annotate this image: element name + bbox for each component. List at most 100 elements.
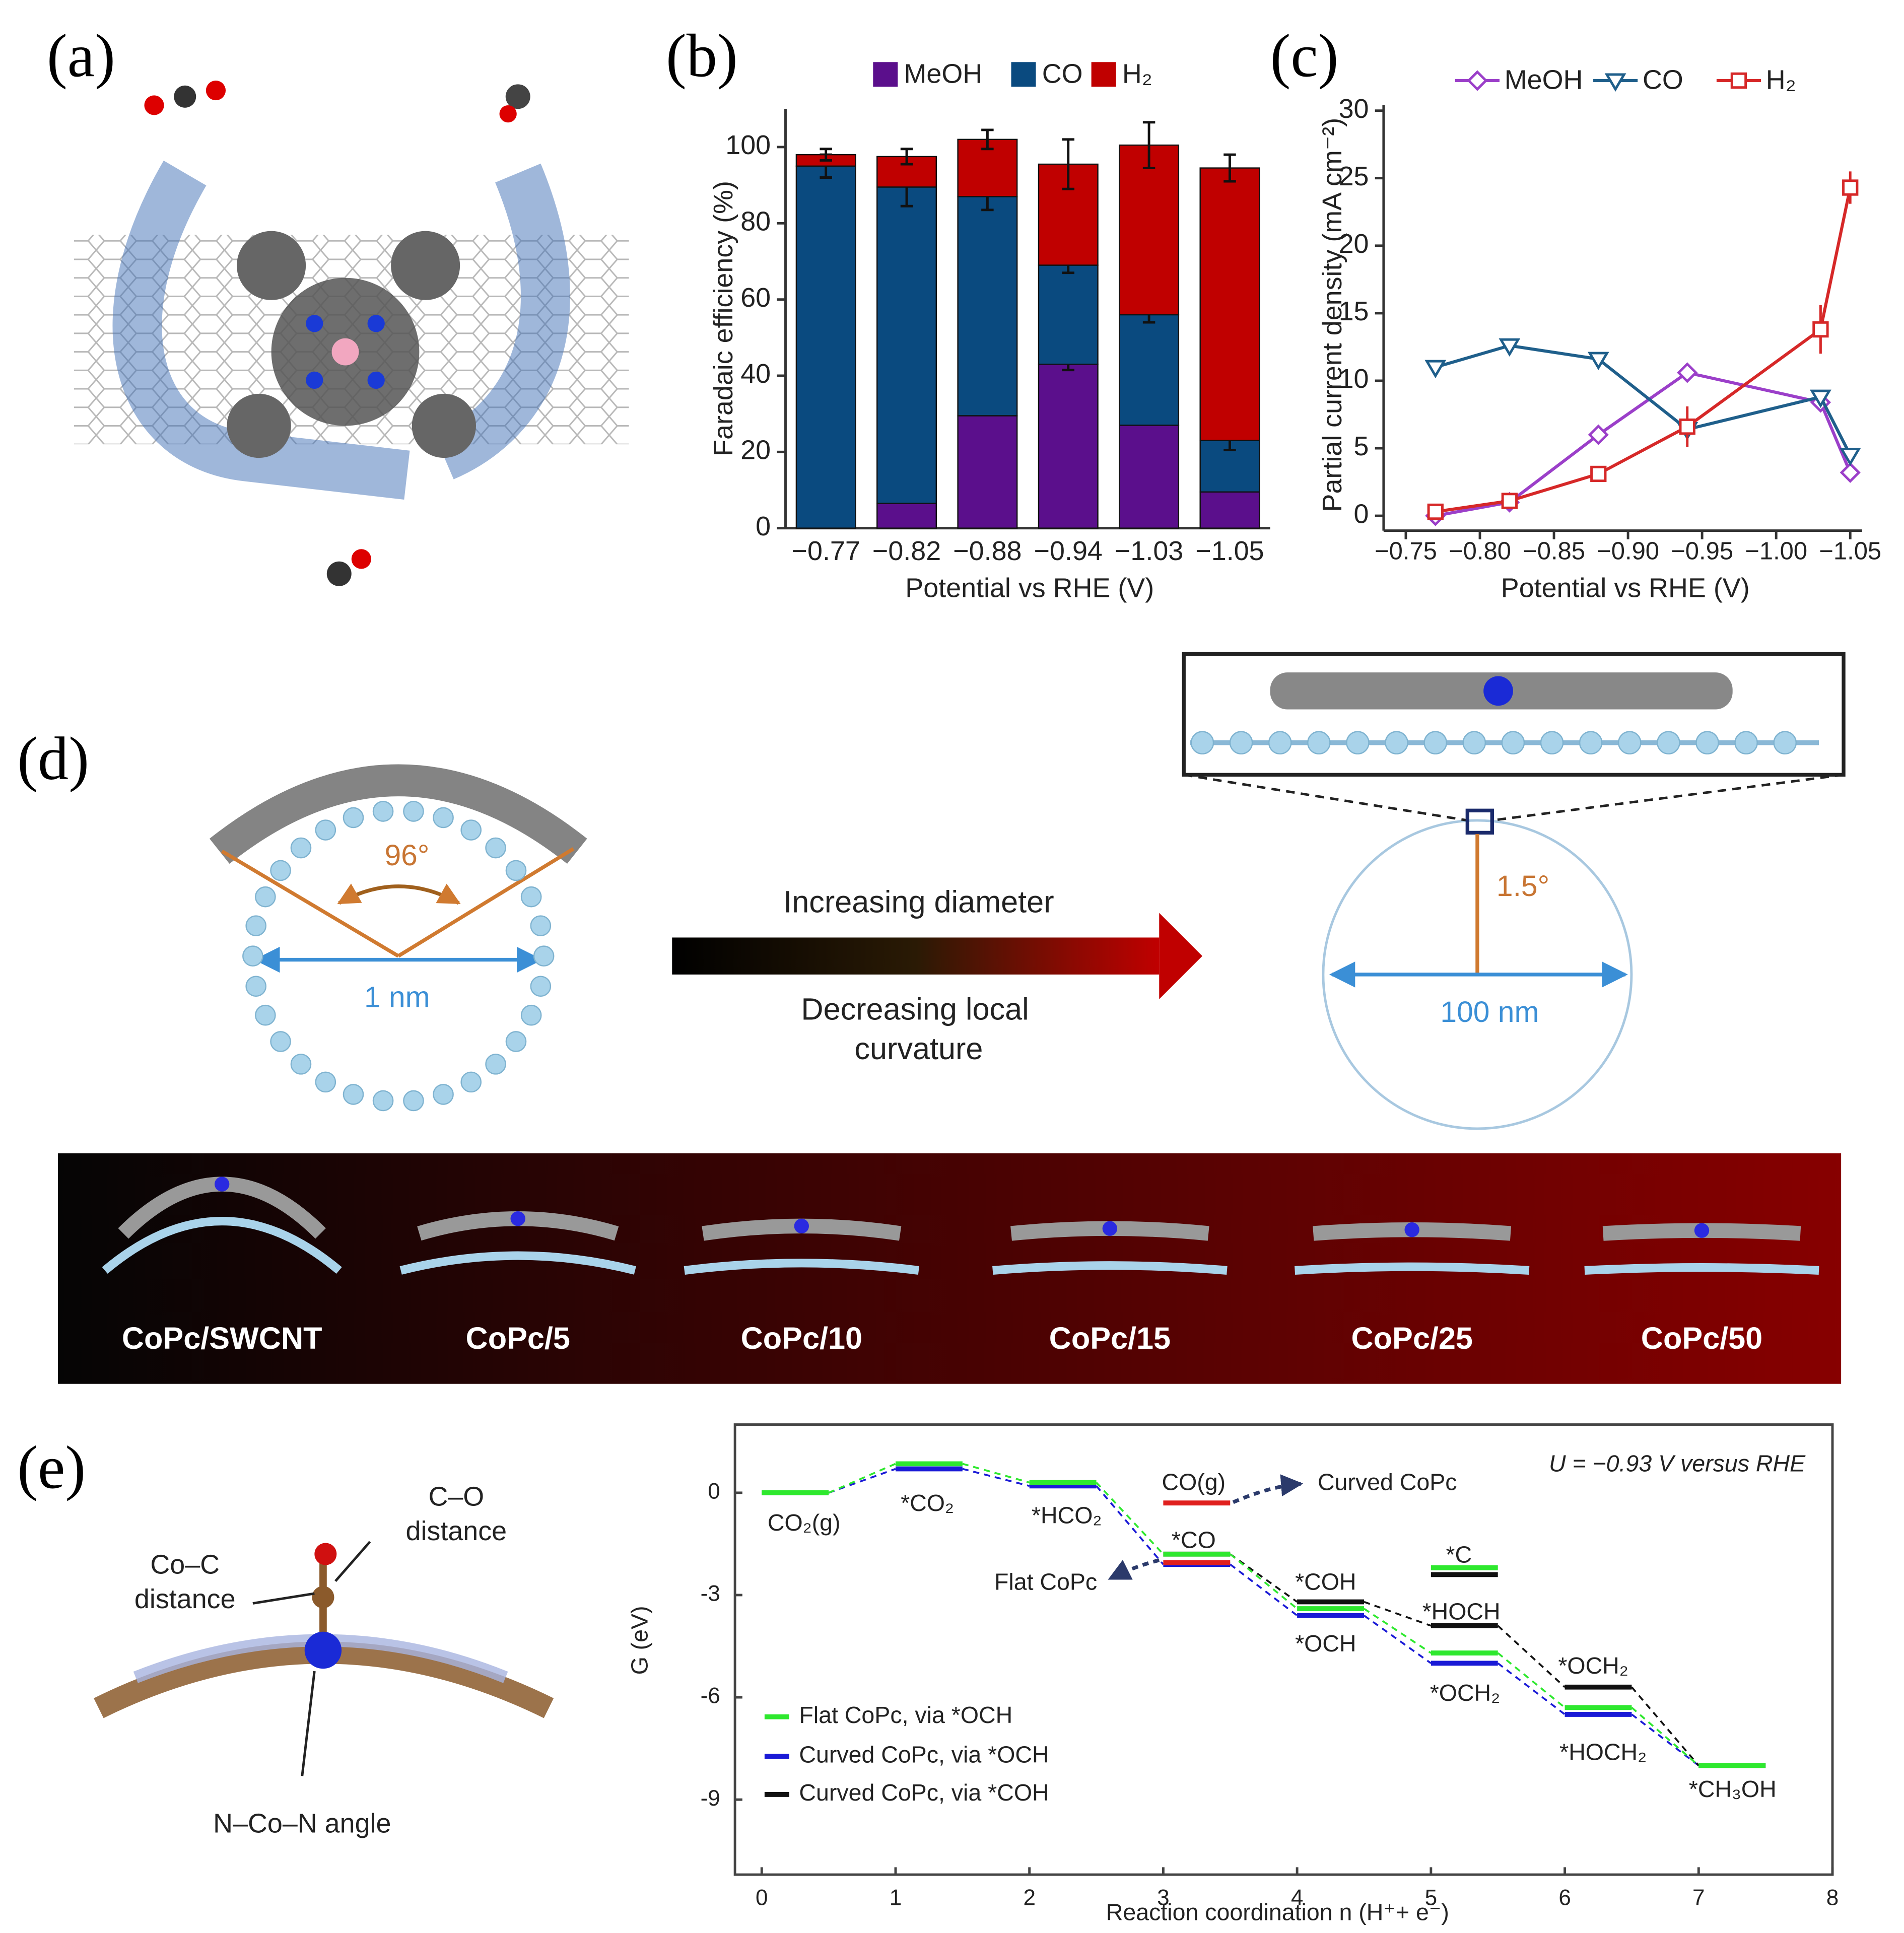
y-tick-label: -6: [701, 1684, 720, 1708]
marker: [1812, 321, 1829, 338]
x-tick-label: −1.05: [1819, 538, 1881, 565]
connector: [1230, 1553, 1298, 1610]
large-tube: [1182, 652, 1846, 1130]
atom: [403, 1090, 424, 1112]
y-tick-label: 0: [708, 1479, 720, 1504]
atom: [520, 1004, 542, 1026]
small-tube: [210, 764, 587, 973]
structure-label: N–Co–N angle: [213, 1808, 391, 1838]
arrow-head: [1159, 913, 1202, 999]
atom: [290, 1054, 312, 1075]
annotation: Flat CoPc: [994, 1569, 1097, 1595]
atom: [1657, 731, 1680, 754]
y-tick-label: 10: [1339, 364, 1369, 394]
structure-label: Co–C: [150, 1549, 220, 1579]
connector: [828, 1463, 896, 1494]
connector: [1363, 1615, 1432, 1664]
marker: [1677, 362, 1698, 383]
x-tick-label: −1.03: [1115, 536, 1183, 566]
atom: [255, 886, 276, 908]
atom: [485, 1054, 506, 1075]
bar-segment: [1119, 314, 1180, 426]
atom: [1190, 731, 1214, 754]
bar-segment: [1199, 491, 1260, 529]
panel-label: (a): [47, 22, 115, 90]
structure-label: C–O: [428, 1482, 484, 1512]
x-tick-label: 1: [890, 1886, 902, 1910]
atom: [255, 1004, 276, 1026]
panel-label: (e): [17, 1434, 86, 1502]
x-tick-label: −1.00: [1745, 538, 1807, 565]
y-tick-label: 100: [725, 130, 771, 160]
legend-label: H₂: [1766, 65, 1796, 95]
marker: [1427, 503, 1444, 520]
series-line: [1435, 344, 1852, 456]
sample-sheet: [684, 1259, 919, 1275]
annotation: *HOCH: [1422, 1598, 1501, 1624]
x-tick-label: 8: [1826, 1886, 1839, 1910]
marker: [1499, 338, 1521, 357]
atom: [485, 837, 506, 859]
y-tick-label: 40: [740, 359, 771, 389]
y-tick-label: 30: [1339, 94, 1369, 124]
marker: [1587, 352, 1609, 371]
plot-frame: [733, 1423, 1834, 1876]
connector: [1096, 1482, 1164, 1555]
atom: [1734, 731, 1758, 754]
error-bar: [981, 128, 994, 151]
x-tick-label: −0.82: [872, 536, 941, 566]
y-tick-label: 80: [740, 206, 771, 237]
atom: [433, 1084, 454, 1105]
y-tick-label: 5: [1354, 431, 1369, 461]
structure-illustration: [94, 1541, 554, 1776]
marker: [1424, 360, 1447, 379]
x-tick-label: 2: [1023, 1886, 1035, 1910]
atom: [460, 1071, 482, 1093]
x-tick-label: −0.77: [792, 536, 860, 566]
atom: [270, 860, 291, 881]
annotation: *OCH₂: [1558, 1652, 1628, 1679]
sample-sheet: [1295, 1262, 1530, 1275]
nanotube-illustration: [74, 80, 629, 586]
x-tick-label: −0.95: [1671, 538, 1733, 565]
y-axis-label: Partial current density (mA cm⁻²): [1317, 118, 1347, 512]
marker: [1842, 179, 1859, 196]
marker: [1810, 389, 1831, 408]
atom: [403, 801, 424, 822]
atom: [1385, 731, 1408, 754]
y-tick-label: 25: [1339, 161, 1369, 191]
series-line: [1435, 371, 1852, 518]
atom: [1579, 731, 1603, 754]
legend-label: MeOH: [904, 58, 983, 89]
error-bar: [900, 148, 913, 166]
legend-swatch: [1091, 62, 1116, 87]
sample-label: CoPc/15: [1049, 1321, 1171, 1355]
atom: [1268, 731, 1292, 754]
x-tick-label: −0.85: [1523, 538, 1585, 565]
annotation: *OCH₂: [1430, 1680, 1500, 1706]
atom: [1773, 731, 1797, 754]
connector: [1096, 1485, 1164, 1565]
x-tick-label: 7: [1692, 1886, 1705, 1910]
atom: [530, 915, 552, 936]
connector: [1363, 1608, 1432, 1654]
cobalt-atom: [214, 1177, 230, 1192]
y-tick-label: 60: [740, 283, 771, 313]
y-tick-label: 20: [740, 435, 771, 465]
annotation: *HOCH₂: [1559, 1739, 1647, 1765]
annotation: *CO: [1172, 1527, 1216, 1553]
legend-label: MeOH: [1505, 65, 1583, 95]
error-bar: [1142, 121, 1155, 170]
x-axis-label: Reaction coordination n (H⁺+ e⁻): [1106, 1899, 1449, 1925]
x-tick-label: 5: [1425, 1886, 1438, 1910]
x-tick-label: 0: [756, 1886, 768, 1910]
y-tick-label: 0: [756, 511, 771, 541]
gradient-arrow: [672, 937, 1160, 975]
y-tick-label: 0: [1354, 499, 1369, 529]
panel-label: (d): [17, 725, 89, 793]
structure-label: distance: [406, 1516, 507, 1546]
bar-segment: [957, 196, 1018, 417]
bar-segment: [1119, 425, 1180, 529]
